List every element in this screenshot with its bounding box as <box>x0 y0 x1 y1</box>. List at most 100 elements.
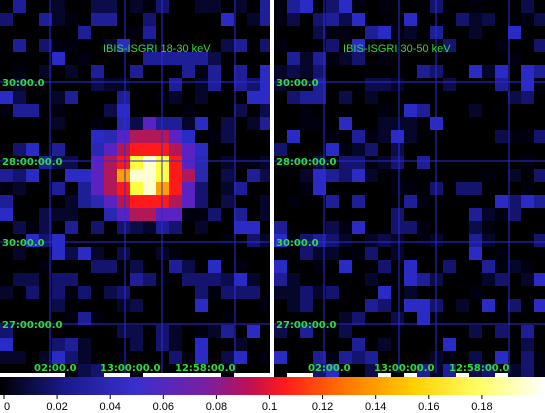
image-pixel <box>417 273 430 286</box>
image-pixel <box>234 338 247 351</box>
image-pixel <box>104 156 117 169</box>
image-pixel <box>234 104 247 117</box>
image-pixel <box>287 104 300 117</box>
image-pixel <box>26 208 39 221</box>
image-pixel <box>521 273 534 286</box>
image-pixel <box>469 247 482 260</box>
colorbar <box>0 377 545 395</box>
image-pixel <box>391 234 404 247</box>
image-pixel <box>260 0 273 13</box>
image-pixel <box>469 208 482 221</box>
image-pixel <box>117 208 130 221</box>
image-pixel <box>260 156 273 169</box>
image-pixel <box>456 299 469 312</box>
image-pixel <box>391 208 404 221</box>
image-pixel <box>365 299 378 312</box>
image-pixel <box>365 234 378 247</box>
image-pixel <box>39 247 52 260</box>
image-pixel <box>208 195 221 208</box>
image-pixel <box>313 156 326 169</box>
colorbar-tick-label: 0.08 <box>206 401 227 413</box>
image-pixel <box>195 273 208 286</box>
image-pixel <box>65 182 78 195</box>
colorbar-ticks: 0 0.02 0.04 0.06 0.08 0.1 0.12 0.14 0.16 0.18 <box>3 395 493 413</box>
dec-label: 28:00:00.0 <box>276 157 337 168</box>
image-pixel <box>352 247 365 260</box>
image-pixel <box>378 26 391 39</box>
image-pixel <box>234 0 247 13</box>
image-pixel <box>182 52 195 65</box>
image-pixel <box>456 78 469 91</box>
image-pixel <box>404 221 417 234</box>
image-pixel <box>117 221 130 234</box>
image-pixel <box>326 26 339 39</box>
dec-label: 30:00.0 <box>276 238 319 249</box>
image-pixel <box>234 78 247 91</box>
image-pixel <box>339 52 352 65</box>
image-pixel <box>260 78 273 91</box>
image-pixel <box>234 182 247 195</box>
image-pixel <box>234 260 247 273</box>
image-pixel <box>443 260 456 273</box>
colorbar-tick-label: 0.1 <box>262 401 277 413</box>
image-pixel <box>300 247 313 260</box>
colorbar-tick-label: 0.04 <box>99 401 120 413</box>
image-pixel <box>52 91 65 104</box>
image-pixel <box>91 169 104 182</box>
image-pixel <box>417 65 430 78</box>
image-pixel <box>456 182 469 195</box>
image-pixel <box>78 208 91 221</box>
image-pixel <box>495 325 508 338</box>
image-pixel <box>339 221 352 234</box>
image-pixel <box>65 91 78 104</box>
image-pixel <box>195 169 208 182</box>
image-pixel <box>182 273 195 286</box>
image-pixel <box>13 143 26 156</box>
image-pixel <box>91 312 104 325</box>
image-pixel <box>326 221 339 234</box>
image-pixel <box>404 104 417 117</box>
image-pixel <box>300 182 313 195</box>
image-pixel <box>404 273 417 286</box>
image-pixel <box>39 65 52 78</box>
image-pixel <box>274 78 287 91</box>
image-pixel <box>13 273 26 286</box>
image-pixel <box>0 78 13 91</box>
image-pixel <box>508 169 521 182</box>
image-pixel <box>482 13 495 26</box>
image-pixel <box>247 156 260 169</box>
image-pixel <box>91 104 104 117</box>
image-pixel <box>52 0 65 13</box>
image-pixel <box>378 299 391 312</box>
image-pixel <box>521 364 534 377</box>
image-pixel <box>378 195 391 208</box>
image-pixel <box>247 91 260 104</box>
image-pixel <box>417 104 430 117</box>
image-pixel <box>521 338 534 351</box>
image-pixel <box>300 91 313 104</box>
image-pixel <box>78 286 91 299</box>
image-pixel <box>417 221 430 234</box>
image-pixel <box>326 52 339 65</box>
image-pixel <box>0 338 13 351</box>
image-pixel <box>508 91 521 104</box>
image-pixel <box>313 351 326 364</box>
image-pixel <box>508 260 521 273</box>
image-pixel <box>482 364 495 377</box>
image-pixel <box>313 117 326 130</box>
image-pixel <box>404 260 417 273</box>
image-pixel <box>13 65 26 78</box>
image-pixel <box>182 117 195 130</box>
image-pixel <box>91 325 104 338</box>
image-pixel <box>391 182 404 195</box>
image-pixel <box>13 221 26 234</box>
image-pixel <box>521 351 534 364</box>
image-pixel <box>143 208 156 221</box>
ra-label: 02:00.0 <box>34 363 77 374</box>
image-pixel <box>313 65 326 78</box>
image-pixel <box>339 325 352 338</box>
image-pixel <box>143 156 156 169</box>
image-pixel <box>117 325 130 338</box>
image-pixel <box>52 247 65 260</box>
image-pixel <box>326 364 339 377</box>
